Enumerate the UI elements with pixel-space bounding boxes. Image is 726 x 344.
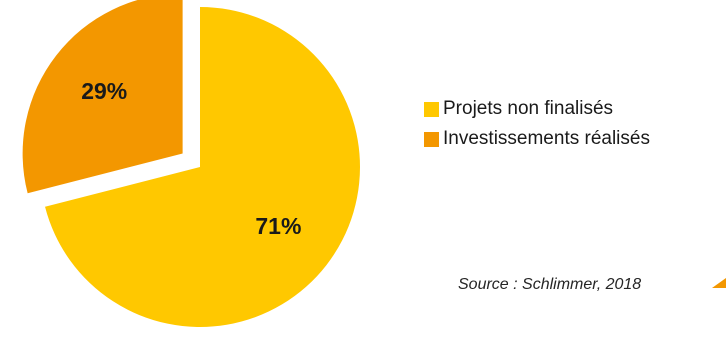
legend-item-investissements-realises: Investissements réalisés bbox=[424, 124, 650, 154]
legend-swatch-projets-non-finalises bbox=[424, 101, 439, 117]
legend-item-projets-non-finalises: Projets non finalisés bbox=[424, 94, 650, 124]
legend-swatch-investissements-realises bbox=[424, 131, 439, 147]
source-note: Source : Schlimmer, 2018 bbox=[458, 276, 642, 293]
legend-label: Projets non finalisés bbox=[443, 98, 614, 119]
pie-chart: 71% 29% bbox=[22, 0, 360, 327]
pie-slice-label-1: 29% bbox=[81, 78, 127, 104]
arrow-icon-shape bbox=[712, 278, 726, 288]
arrow-icon bbox=[712, 278, 726, 288]
legend-label: Investissements réalisés bbox=[443, 128, 650, 149]
pie-slice-1 bbox=[22, 0, 183, 194]
legend: Projets non finalisés Investissements ré… bbox=[424, 94, 650, 154]
pie-slice-label-0: 71% bbox=[255, 213, 301, 239]
pie-slice-0 bbox=[45, 7, 360, 327]
